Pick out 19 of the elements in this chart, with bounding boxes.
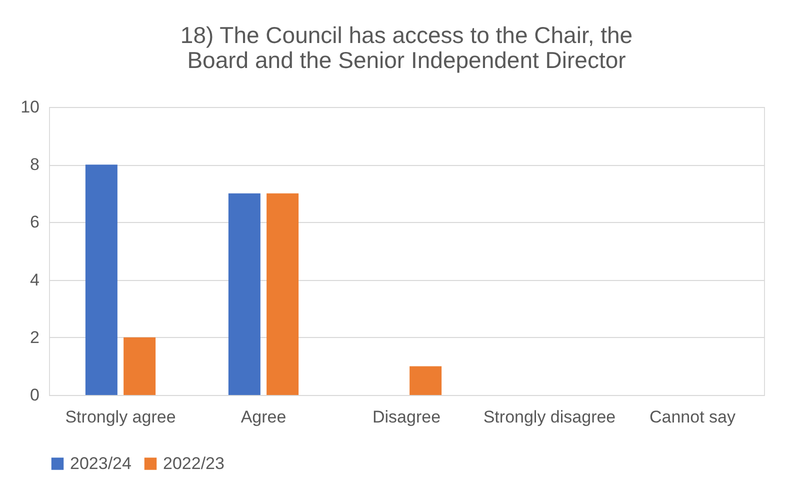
- bar: [410, 366, 442, 395]
- x-tick-label: Cannot say: [650, 408, 736, 426]
- legend-label: 2022/23: [163, 454, 224, 473]
- y-tick-label: 8: [30, 155, 40, 174]
- y-tick-label: 2: [30, 328, 40, 347]
- y-tick-label: 6: [30, 212, 40, 232]
- y-tick-label: 4: [30, 270, 40, 290]
- bar: [124, 337, 156, 395]
- bar: [266, 193, 299, 395]
- chart-title: 18) The Council has access to the Chair, the Board and the Senior Independent Director: [180, 22, 633, 73]
- y-tick-label: 10: [20, 98, 40, 116]
- x-tick-label: Agree: [240, 408, 286, 426]
- legend-label: 2023/24: [70, 454, 132, 473]
- x-tick-label: Disagree: [372, 408, 441, 426]
- y-tick-label: 0: [30, 386, 40, 404]
- x-tick-label: Strongly disagree: [483, 408, 616, 426]
- bar: [228, 193, 260, 395]
- x-tick-label: Strongly agree: [65, 408, 176, 426]
- bar: [85, 164, 118, 395]
